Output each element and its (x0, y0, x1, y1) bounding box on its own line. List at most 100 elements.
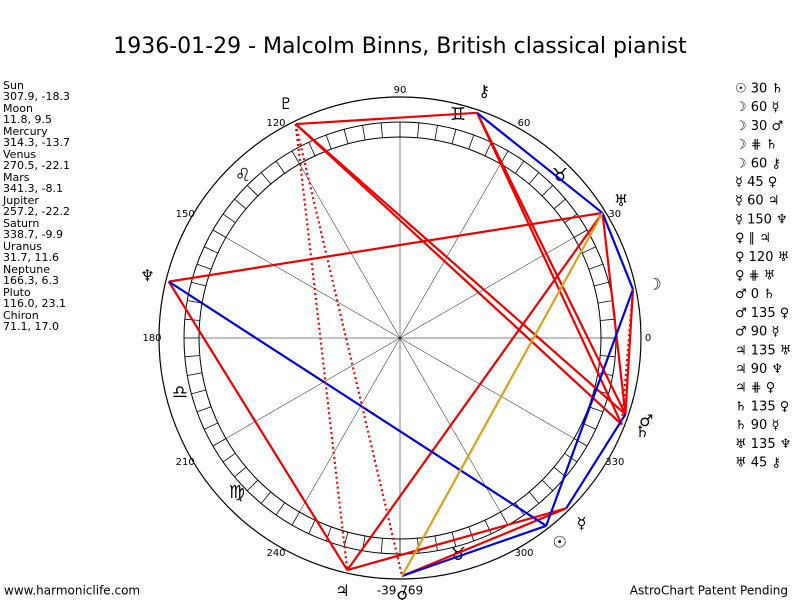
hatch (308, 142, 316, 157)
planet-name: Sun (3, 79, 24, 92)
title: 1936-01-29 - Malcolm Binns, British clas… (113, 34, 687, 59)
hatch (484, 519, 492, 534)
hatch (380, 538, 383, 554)
planet-glyph: ♄ (635, 422, 649, 441)
planet-glyph: ♇ (279, 94, 293, 113)
hatch (222, 452, 236, 463)
hatch (581, 246, 596, 254)
spoke (225, 337, 401, 439)
aspect-line (476, 111, 604, 214)
aspect-entry: ☉ 30 ♄ (735, 82, 783, 97)
planet-glyph: ♅ (614, 191, 628, 210)
planet-coords: 338.7, -9.9 (3, 228, 63, 241)
hatch (468, 526, 475, 542)
aspect-line (545, 288, 635, 527)
sign-glyph: ♍ (229, 482, 245, 503)
aspect-line (601, 212, 634, 290)
aspect-line (168, 280, 547, 527)
aspect-line (346, 212, 604, 571)
planet-coords: 307.9, -18.3 (3, 90, 70, 103)
aspect-entry: ♃ 90 ♆ (735, 362, 783, 377)
hatch (343, 532, 349, 547)
spoke (299, 337, 401, 513)
planet-coords: 257.2, -22.2 (3, 205, 70, 218)
planet-coords: 270.5, -22.1 (3, 159, 70, 172)
hatch (380, 122, 383, 138)
planet-glyph: ♃ (335, 581, 349, 600)
planet-name: Venus (3, 148, 36, 161)
aspect-entry: ☽ 30 ♂ (735, 119, 783, 134)
planet-name: Uranus (3, 240, 42, 253)
degree-label: 330 (605, 457, 624, 468)
aspect-line (565, 413, 627, 509)
degree-label: 90 (394, 85, 407, 96)
hatch (484, 142, 492, 157)
hatch (468, 134, 475, 150)
hatch (212, 229, 227, 238)
hatch (553, 466, 566, 478)
footer-center: -39,769 (377, 584, 423, 598)
hatch (291, 511, 300, 526)
planet-coords: 11.8, 9.5 (3, 113, 52, 126)
planet-coords: 71.1, 17.0 (3, 320, 59, 333)
spoke (399, 163, 501, 339)
hatch (191, 281, 206, 287)
planet-glyph: ☉ (553, 533, 567, 552)
aspect-line (476, 112, 623, 425)
aspect-entry: ♂ 0 ♄ (735, 287, 775, 302)
aspect-line (294, 123, 627, 416)
hatch (362, 125, 366, 141)
hatch (212, 438, 227, 447)
hatch (234, 198, 247, 210)
hatch (246, 184, 259, 197)
planet-glyph: ⚷ (478, 82, 490, 101)
aspect-entry: ♀ 120 ♅ (735, 250, 789, 265)
aspect-line (294, 123, 349, 571)
aspect-entry: ♂ 90 ☿ (735, 325, 779, 340)
degree-label: 0 (645, 333, 651, 344)
sign-glyph: ♉ (450, 544, 466, 565)
degree-label: 180 (142, 333, 161, 344)
planet-name: Saturn (3, 217, 39, 230)
aspect-line (601, 212, 627, 415)
hatch (541, 479, 554, 492)
hatch (222, 213, 236, 224)
hatch (275, 502, 286, 516)
sign-glyph: ♌ (235, 165, 251, 186)
planet-coords: 116.0, 23.1 (3, 297, 66, 310)
sign-glyph: ♉ (552, 165, 568, 186)
aspect-line (401, 524, 547, 578)
hatch (528, 491, 540, 504)
aspect-entry: ♃ ⋕ ♀ (735, 381, 775, 396)
aspect-entry: ♂ 135 ♀ (735, 306, 789, 321)
spoke (299, 163, 401, 339)
aspect-entry: ♄ 135 ♀ (735, 399, 789, 414)
planet-name: Mercury (3, 125, 48, 138)
planet-glyph: ☽ (647, 274, 661, 293)
hatch (434, 535, 438, 551)
planet-coords: 166.3, 6.3 (3, 274, 59, 287)
hatch (417, 122, 420, 138)
planet-coords: 31.7, 11.6 (3, 251, 59, 264)
aspect-line (401, 507, 567, 578)
hatch (541, 184, 554, 197)
aspect-entry: ☿ 60 ♃ (735, 194, 779, 209)
aspect-line (294, 123, 623, 426)
hatch (260, 491, 272, 504)
hatch (528, 172, 540, 185)
hatch (451, 129, 457, 144)
hatch (196, 406, 212, 413)
planet-name: Jupiter (2, 194, 39, 207)
hatch (553, 198, 566, 210)
planet-name: Moon (3, 102, 33, 115)
planet-glyph: ♀ (396, 587, 408, 600)
planet-glyph: ♆ (140, 266, 154, 285)
planet-coords: 314.3, -13.7 (3, 136, 70, 149)
hatch (187, 372, 203, 376)
hatch (291, 150, 300, 165)
hatch (260, 172, 272, 185)
aspect-line (476, 112, 627, 415)
aspect-entry: ♀ ∥ ♃ (735, 231, 771, 246)
hatch (514, 160, 525, 174)
